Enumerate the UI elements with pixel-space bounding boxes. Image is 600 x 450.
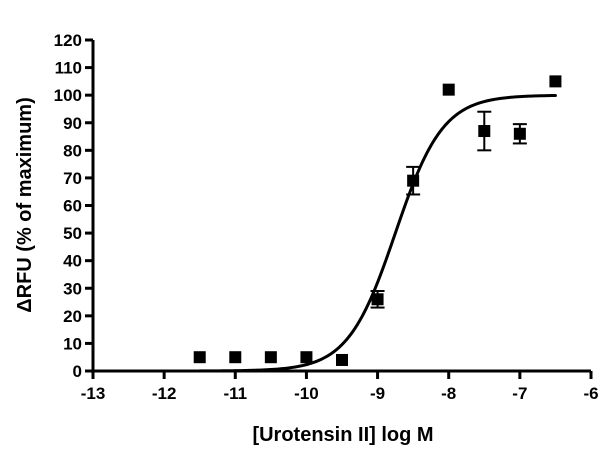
data-point <box>229 351 242 364</box>
fit-curve-line <box>198 93 557 373</box>
axes <box>91 40 591 373</box>
y-tick-label: 30 <box>63 279 82 298</box>
data-point <box>478 125 491 138</box>
y-tick-label: 60 <box>63 197 82 216</box>
x-axis-title: [Urotensin II] log M <box>252 424 433 446</box>
y-tick-label: 80 <box>63 141 82 160</box>
y-tick-label: 90 <box>63 114 82 133</box>
y-axis-ticks: 0 10 20 30 40 50 60 70 80 90 100 110 120 <box>54 31 93 381</box>
y-tick-label: 0 <box>73 362 82 381</box>
data-points-group <box>193 75 562 366</box>
data-point <box>336 353 348 366</box>
y-axis-title: ΔRFU (% of maximum) <box>14 97 36 313</box>
x-tick-label: -11 <box>223 384 247 403</box>
x-tick-label: -13 <box>81 384 106 403</box>
y-tick-label: 50 <box>63 224 82 243</box>
data-point <box>371 293 384 306</box>
y-tick-label: 10 <box>63 334 82 353</box>
data-point <box>442 83 455 96</box>
y-tick-label: 100 <box>54 86 82 105</box>
data-point <box>407 174 420 187</box>
y-tick-label: 70 <box>63 169 82 188</box>
data-point <box>193 351 206 364</box>
fit-curve-group <box>198 93 557 373</box>
y-tick-label: 20 <box>63 307 82 326</box>
x-tick-label: -10 <box>294 384 319 403</box>
y-tick-label: 120 <box>54 31 82 50</box>
x-tick-label: -7 <box>512 384 527 403</box>
data-point <box>549 75 562 88</box>
x-tick-label: -9 <box>370 384 385 403</box>
data-point <box>264 351 277 364</box>
x-tick-label: -12 <box>152 384 177 403</box>
data-point <box>513 127 526 140</box>
y-tick-label: 110 <box>55 59 82 78</box>
data-point <box>300 351 313 364</box>
x-axis-ticks: -13 -12 -11 -10 -9 -8 -7 -6 <box>81 371 599 403</box>
x-tick-label: -8 <box>441 384 456 403</box>
x-tick-label: -6 <box>583 384 598 403</box>
y-tick-label: 40 <box>63 252 82 271</box>
